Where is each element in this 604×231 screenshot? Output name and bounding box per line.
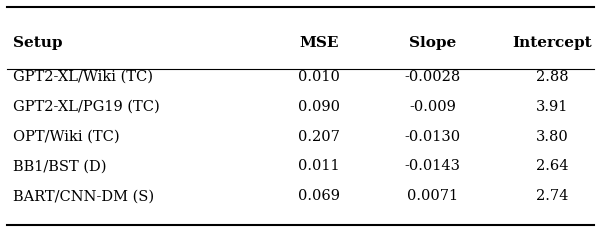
Text: 0.069: 0.069 [298,188,340,202]
Text: 3.91: 3.91 [536,99,568,113]
Text: BB1/BST (D): BB1/BST (D) [13,159,107,173]
Text: 0.0071: 0.0071 [407,188,458,202]
Text: 0.207: 0.207 [298,129,339,143]
Text: -0.0130: -0.0130 [405,129,461,143]
Text: 2.74: 2.74 [536,188,568,202]
Text: 0.010: 0.010 [298,70,339,84]
Text: 2.64: 2.64 [536,159,568,173]
Text: OPT/Wiki (TC): OPT/Wiki (TC) [13,129,120,143]
Text: 0.011: 0.011 [298,159,339,173]
Text: 2.88: 2.88 [536,70,568,84]
Text: Slope: Slope [409,36,456,49]
Text: Setup: Setup [13,36,63,49]
Text: -0.0143: -0.0143 [405,159,461,173]
Text: Intercept: Intercept [513,36,592,49]
Text: -0.0028: -0.0028 [405,70,461,84]
Text: 0.090: 0.090 [298,99,340,113]
Text: -0.009: -0.009 [409,99,456,113]
Text: MSE: MSE [299,36,338,49]
Text: 3.80: 3.80 [536,129,569,143]
Text: GPT2-XL/Wiki (TC): GPT2-XL/Wiki (TC) [13,70,153,84]
Text: GPT2-XL/PG19 (TC): GPT2-XL/PG19 (TC) [13,99,160,113]
Text: BART/CNN-DM (S): BART/CNN-DM (S) [13,188,155,202]
